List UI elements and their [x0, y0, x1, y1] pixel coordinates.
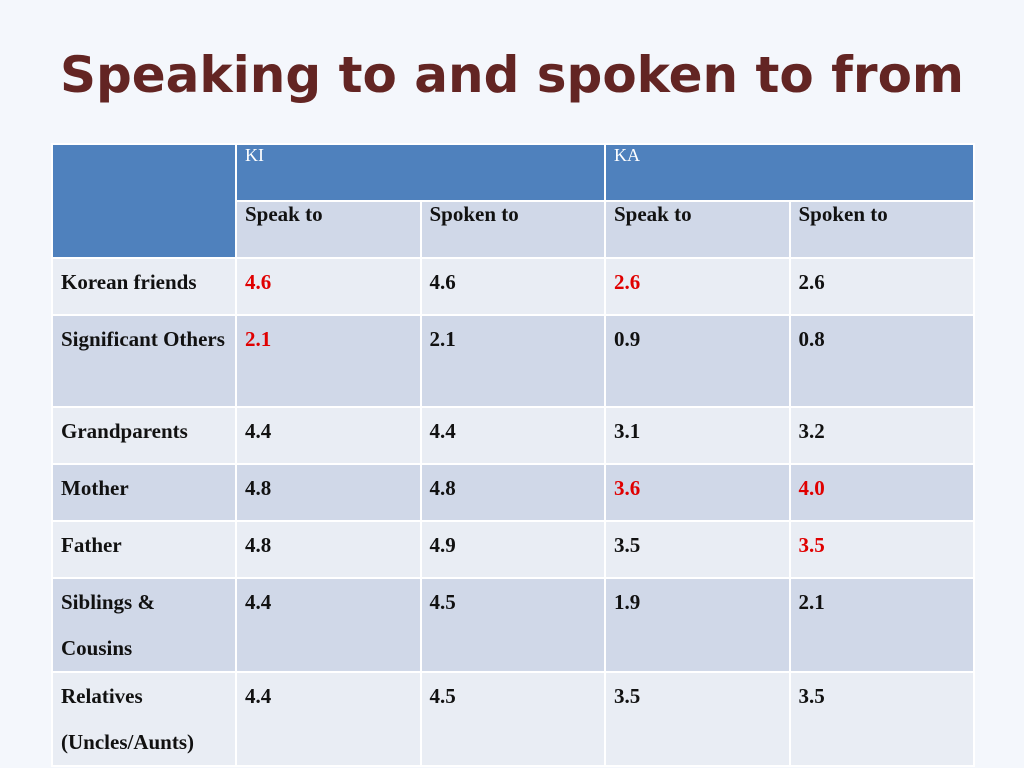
value-text: 4.4 [245, 419, 272, 443]
table-row: Significant Others 2.1 2.1 0.9 0.8 [51, 314, 975, 408]
row-label: Korean friends [51, 257, 237, 316]
value-text: 2.1 [798, 590, 825, 614]
value-cell: 2.1 [788, 577, 975, 673]
group-header-row: KI KA [51, 143, 975, 259]
value-cell: 4.8 [235, 520, 422, 579]
value-text: 4.4 [245, 590, 272, 614]
value-text: 0.9 [614, 327, 641, 351]
value-cell: 3.5 [788, 671, 975, 767]
value-text: 2.1 [429, 327, 456, 351]
value-cell: 3.5 [604, 520, 791, 579]
data-table: KI KA Speak to Spoken to Speak to Spoken… [51, 143, 975, 767]
sub-header-row: Speak to Spoken to Speak to Spoken to [52, 200, 975, 259]
value-text: 4.0 [798, 476, 825, 500]
value-cell: 2.6 [604, 257, 791, 316]
column-header-ki-spoken-to: Spoken to [419, 200, 606, 259]
row-label-text: Relatives (Uncles/Aunts) [61, 684, 195, 754]
value-cell: 4.6 [419, 257, 606, 316]
value-cell: 3.1 [604, 406, 791, 465]
value-cell: 3.2 [788, 406, 975, 465]
value-text: 3.2 [798, 419, 825, 443]
value-cell: 4.9 [419, 520, 606, 579]
table-row: Grandparents 4.4 4.4 3.1 3.2 [51, 406, 975, 465]
table-row: Siblings & Cousins 4.4 4.5 1.9 2.1 [51, 577, 975, 673]
group-header-ki: KI [235, 143, 606, 202]
value-text: 4.4 [429, 419, 456, 443]
value-text: 2.6 [614, 270, 641, 294]
row-label-text: Father [61, 533, 122, 557]
value-text: 4.5 [429, 684, 456, 708]
row-label: Father [51, 520, 237, 579]
table-row: Father 4.8 4.9 3.5 3.5 [51, 520, 975, 579]
value-cell: 1.9 [604, 577, 791, 673]
row-label: Mother [51, 463, 237, 522]
value-text: 3.5 [798, 533, 825, 557]
value-cell: 4.4 [419, 406, 606, 465]
value-cell: 0.8 [788, 314, 975, 408]
column-header-ka-spoken-to: Spoken to [788, 200, 975, 259]
value-text: 0.8 [798, 327, 825, 351]
value-cell: 4.0 [788, 463, 975, 522]
value-cell: 2.6 [788, 257, 975, 316]
value-cell: 2.1 [419, 314, 606, 408]
value-cell: 0.9 [604, 314, 791, 408]
row-label-text: Siblings & Cousins [61, 590, 155, 660]
row-label-text: Grandparents [61, 419, 188, 443]
value-text: 4.8 [245, 476, 272, 500]
value-text: 4.8 [429, 476, 456, 500]
row-label: Relatives (Uncles/Aunts) [51, 671, 237, 767]
row-label-text: Significant Others [61, 327, 225, 351]
row-label-text: Mother [61, 476, 129, 500]
value-text: 2.1 [245, 327, 272, 351]
row-label: Significant Others [51, 314, 237, 408]
value-text: 1.9 [614, 590, 641, 614]
value-cell: 4.8 [419, 463, 606, 522]
value-cell: 4.4 [235, 577, 422, 673]
value-cell: 4.5 [419, 577, 606, 673]
column-header-ka-speak-to: Speak to [604, 200, 791, 259]
column-header-ki-speak-to: Speak to [235, 200, 422, 259]
value-cell: 4.6 [235, 257, 422, 316]
value-cell: 2.1 [235, 314, 422, 408]
value-cell: 4.5 [419, 671, 606, 767]
value-cell: 3.6 [604, 463, 791, 522]
corner-cell [51, 143, 237, 259]
value-cell: 3.5 [788, 520, 975, 579]
group-header-ka: KA [604, 143, 975, 202]
slide-title: Speaking to and spoken to from [59, 46, 965, 104]
value-text: 4.9 [429, 533, 456, 557]
value-cell: 4.4 [235, 406, 422, 465]
value-text: 3.5 [798, 684, 825, 708]
value-text: 3.5 [614, 684, 641, 708]
row-label-text: Korean friends [61, 270, 197, 294]
value-cell: 4.4 [235, 671, 422, 767]
value-text: 4.6 [245, 270, 272, 294]
value-text: 3.5 [614, 533, 641, 557]
value-text: 3.1 [614, 419, 641, 443]
value-text: 4.8 [245, 533, 272, 557]
value-cell: 4.8 [235, 463, 422, 522]
table-row: Relatives (Uncles/Aunts) 4.4 4.5 3.5 3.5 [51, 671, 975, 767]
value-text: 4.6 [429, 270, 456, 294]
value-cell: 3.5 [604, 671, 791, 767]
value-text: 4.4 [245, 684, 272, 708]
table-row: Korean friends 4.6 4.6 2.6 2.6 [51, 257, 975, 316]
value-text: 3.6 [614, 476, 641, 500]
row-label: Siblings & Cousins [51, 577, 237, 673]
value-text: 2.6 [798, 270, 825, 294]
value-text: 4.5 [429, 590, 456, 614]
table-row: Mother 4.8 4.8 3.6 4.0 [51, 463, 975, 522]
row-label: Grandparents [51, 406, 237, 465]
